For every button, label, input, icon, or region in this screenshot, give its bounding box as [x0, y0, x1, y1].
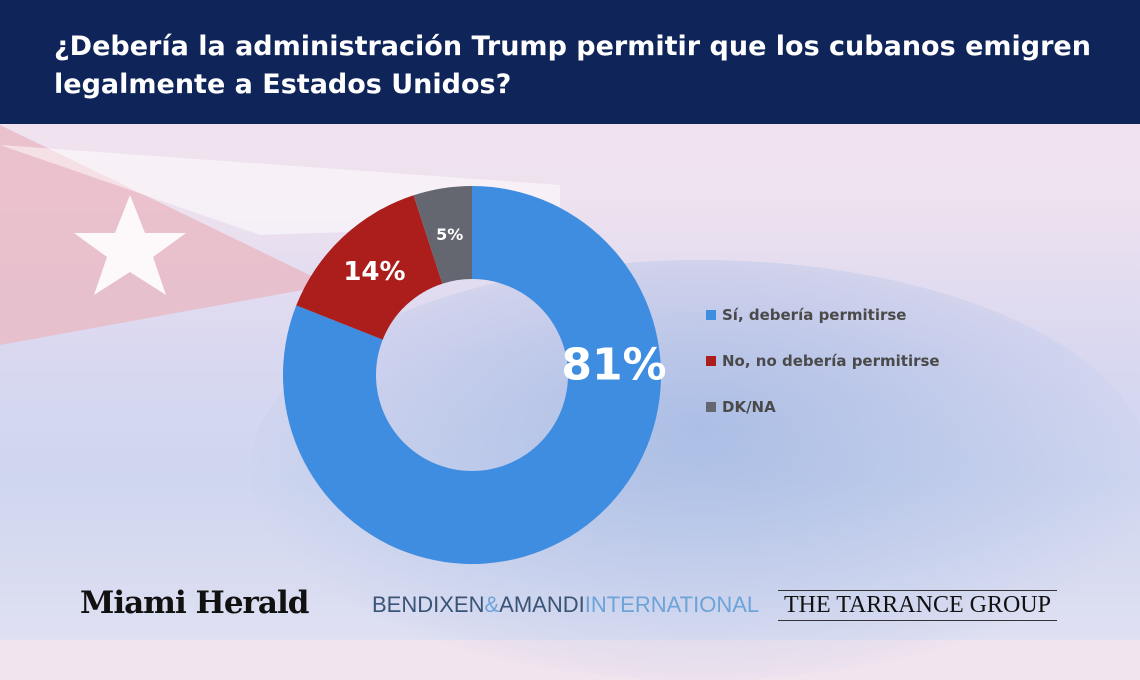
logo-text: BENDIXEN	[372, 592, 485, 617]
logo-text: INTERNATIONAL	[584, 592, 760, 617]
logo-text: AMANDI	[499, 592, 585, 617]
legend-label: DK/NA	[722, 398, 776, 416]
legend-item: Sí, debería permitirse	[706, 292, 940, 338]
legend-swatch	[706, 402, 716, 412]
legend-item: DK/NA	[706, 384, 940, 430]
data-label: 81%	[561, 339, 666, 390]
legend-item: No, no debería permitirse	[706, 338, 940, 384]
donut-slice-0	[283, 186, 661, 565]
donut-slice-1	[296, 195, 443, 340]
tarrance-group-logo: THE TARRANCE GROUP	[778, 590, 1057, 621]
chart-title: ¿Debería la administración Trump permiti…	[54, 31, 1091, 100]
legend-swatch	[706, 356, 716, 366]
legend-swatch	[706, 310, 716, 320]
legend-label: Sí, debería permitirse	[722, 306, 907, 324]
bendixen-amandi-logo: BENDIXEN&AMANDIINTERNATIONAL	[372, 592, 759, 618]
legend-label: No, no debería permitirse	[722, 352, 940, 370]
miami-herald-logo: Miami Herald	[80, 585, 309, 621]
logo-text: &	[484, 592, 500, 617]
donut-slice-2	[413, 186, 472, 284]
donut-chart: 81% 14% 5%	[283, 186, 666, 565]
legend: Sí, debería permitirse No, no debería per…	[706, 292, 940, 430]
data-label: 5%	[436, 225, 463, 244]
header-banner: ¿Debería la administración Trump permiti…	[0, 0, 1140, 124]
data-label: 14%	[343, 257, 405, 287]
